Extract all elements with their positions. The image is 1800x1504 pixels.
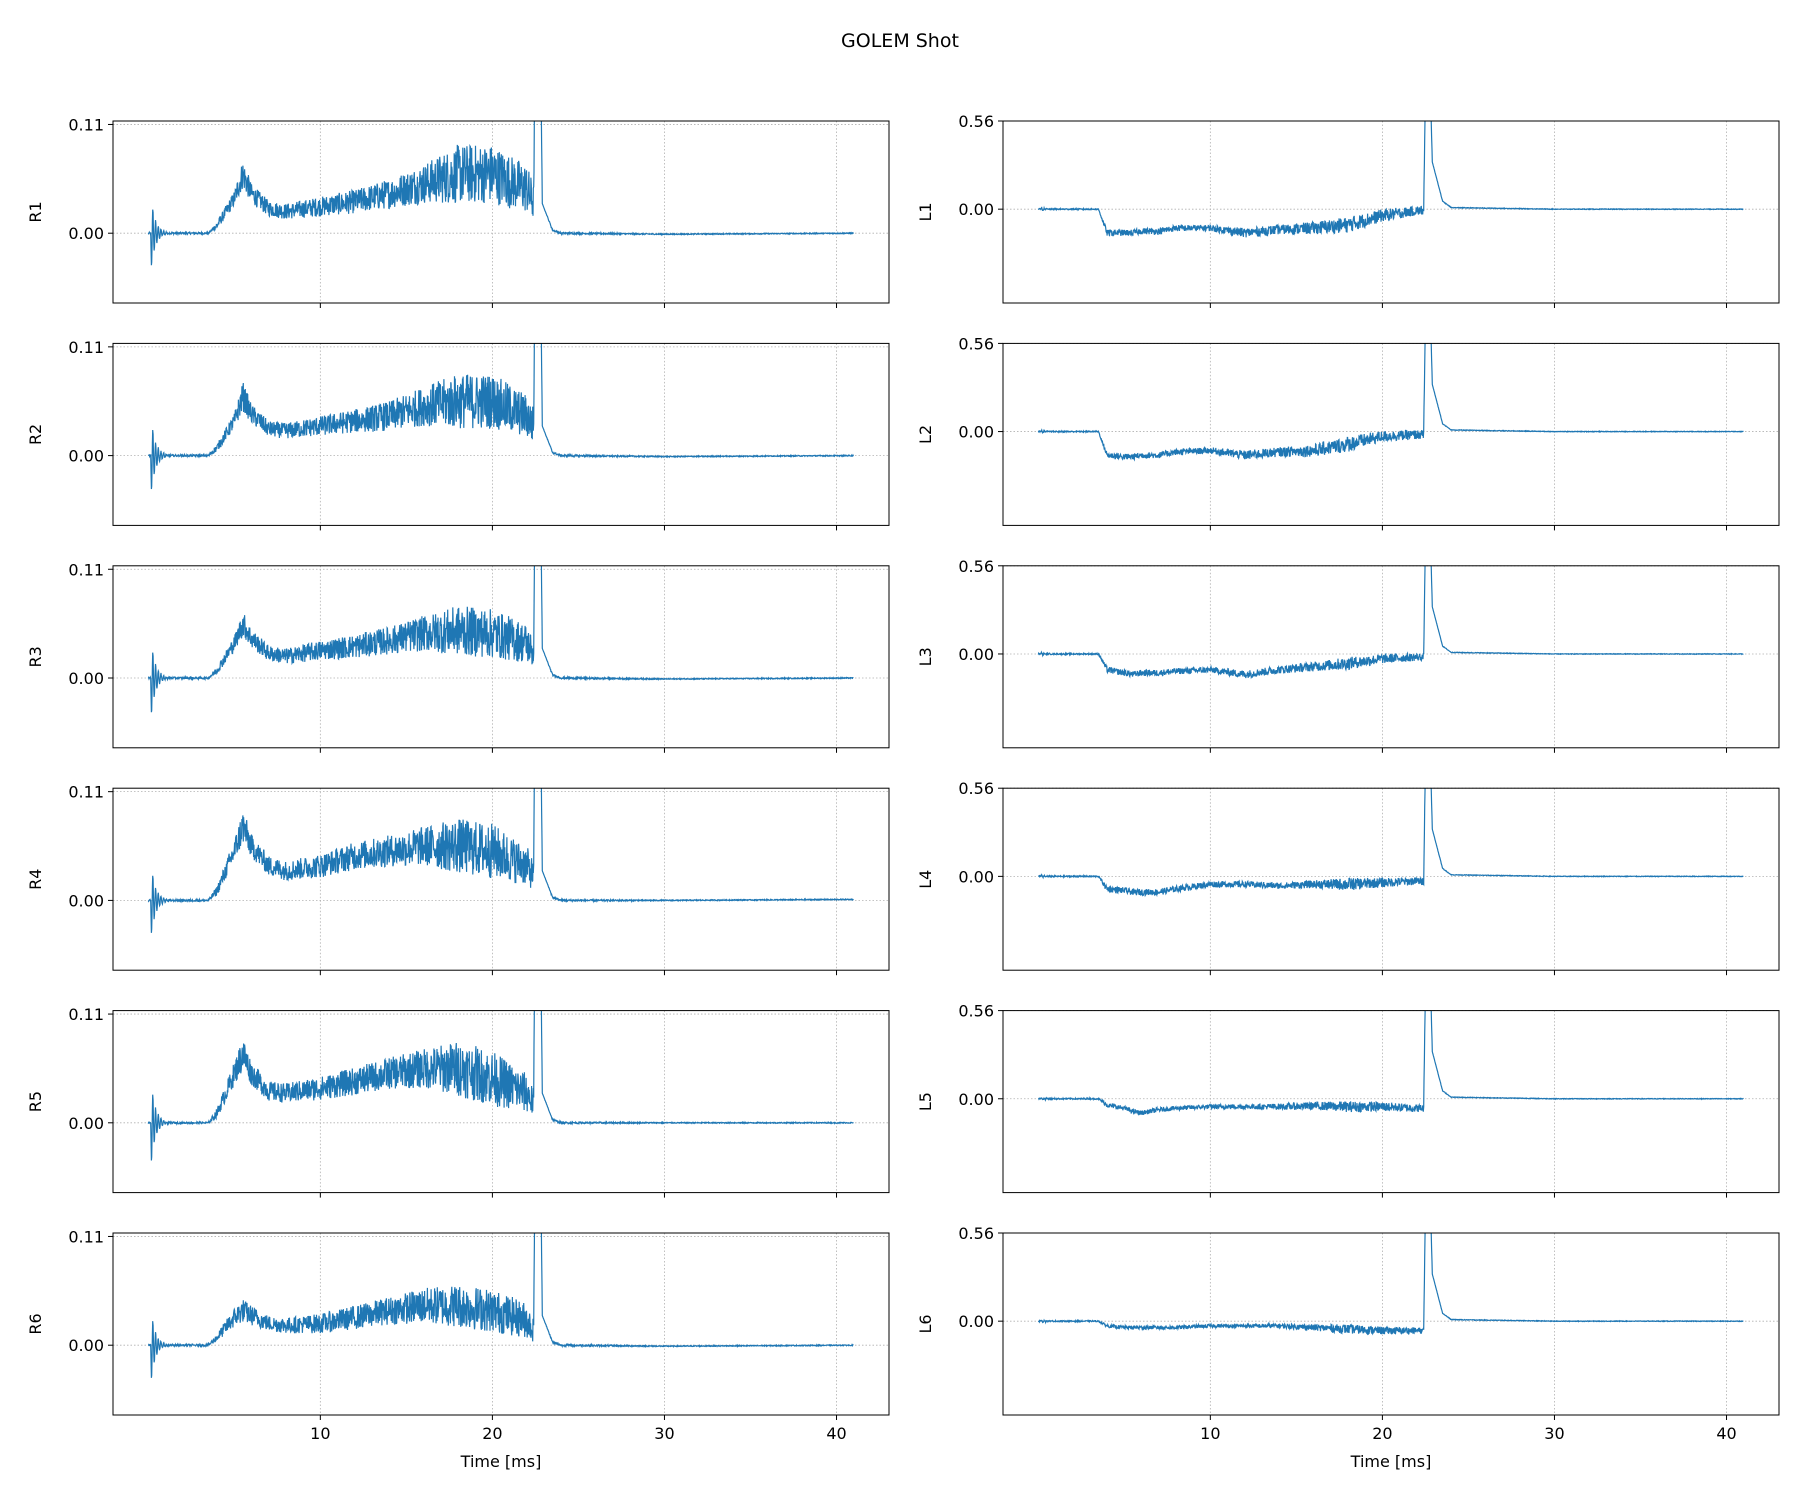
axes-frame: [1002, 342, 1780, 526]
y-tick-label: 0.00: [958, 1312, 994, 1331]
subplot-r2: 0.00 0.11 R2: [26, 338, 890, 531]
axes-frame: [112, 120, 890, 304]
y-tick-label: 0.00: [958, 1090, 994, 1109]
signal-line-r6: [148, 1233, 854, 1378]
x-tick-label: 40: [826, 1424, 846, 1443]
y-tick-label: 0.56: [958, 112, 994, 131]
signal-line-l5: [1038, 1010, 1744, 1116]
y-tick-label: 0.11: [68, 783, 104, 802]
axes-frame: [112, 1010, 890, 1194]
signal-line-l1: [1037, 121, 1744, 238]
y-tick-label: 0.11: [68, 560, 104, 579]
y-tick-label: 0.00: [68, 891, 104, 910]
figure-title: GOLEM Shot: [841, 30, 959, 52]
axes-frame: [112, 565, 890, 749]
signal-line-r5: [147, 1010, 854, 1161]
y-tick-label: 0.00: [68, 669, 104, 688]
y-tick-label: 0.00: [68, 447, 104, 466]
signal-line-r3: [147, 565, 854, 713]
y-axis-label: L6: [916, 1314, 935, 1333]
x-axis-label: Time [ms]: [460, 1452, 542, 1471]
x-axis-label: Time [ms]: [1350, 1452, 1432, 1471]
y-axis-label: L4: [916, 870, 935, 889]
subplot-l1: 0.00 0.56 L1: [916, 112, 1780, 308]
x-tick-label: 40: [1716, 1424, 1736, 1443]
y-axis-label: L2: [916, 425, 935, 444]
y-axis-label: L1: [916, 202, 935, 221]
axes-frame: [1002, 120, 1780, 304]
y-axis-label: R4: [26, 869, 45, 890]
y-axis-label: L5: [916, 1092, 935, 1111]
y-tick-label: 0.56: [958, 334, 994, 353]
signal-line-r1: [147, 121, 854, 266]
y-tick-label: 0.00: [958, 423, 994, 442]
subplot-l2: 0.00 0.56 L2: [916, 334, 1780, 531]
axes-frame: [112, 342, 890, 526]
signal-line-r2: [147, 343, 854, 490]
y-tick-label: 0.56: [958, 1002, 994, 1021]
y-tick-label: 0.11: [68, 115, 104, 134]
signal-line-l3: [1037, 565, 1744, 680]
y-axis-label: R6: [26, 1313, 45, 1334]
subplot-r1: 0.00 0.11 R1: [26, 115, 890, 308]
y-tick-label: 0.00: [958, 645, 994, 664]
axes-frame: [1002, 787, 1780, 971]
y-tick-label: 0.11: [68, 1005, 104, 1024]
y-axis-label: R1: [26, 201, 45, 222]
axes-frame: [1002, 565, 1780, 749]
y-tick-label: 0.00: [958, 867, 994, 886]
axes-frame: [112, 1232, 890, 1416]
x-tick-label: 30: [1544, 1424, 1564, 1443]
signal-line-l4: [1037, 788, 1744, 898]
axes-frame: [112, 787, 890, 971]
x-tick-label: 20: [1372, 1424, 1392, 1443]
axes-frame: [1002, 1232, 1780, 1416]
subplot-r5: 0.00 0.11 R5: [26, 1005, 890, 1198]
subplot-r4: 0.00 0.11 R4: [26, 783, 890, 976]
subplot-r3: 0.00 0.11 R3: [26, 560, 890, 753]
subplot-l4: 0.00 0.56 L4: [916, 779, 1780, 976]
signal-line-r4: [147, 788, 854, 933]
signal-line-l6: [1037, 1233, 1744, 1336]
y-tick-label: 0.56: [958, 779, 994, 798]
y-tick-label: 0.00: [958, 200, 994, 219]
y-tick-label: 0.00: [68, 1114, 104, 1133]
y-axis-label: R2: [26, 424, 45, 445]
axes-frame: [1002, 1010, 1780, 1194]
x-tick-label: 10: [1200, 1424, 1220, 1443]
signal-line-l2: [1037, 343, 1744, 462]
subplot-l3: 0.00 0.56 L3: [916, 557, 1780, 753]
subplot-r6: 10 20 30 40 0.00 0.11 R6 Time [ms]: [26, 1227, 890, 1471]
y-tick-label: 0.00: [68, 224, 104, 243]
y-tick-label: 0.56: [958, 557, 994, 576]
y-tick-label: 0.00: [68, 1336, 104, 1355]
x-tick-label: 10: [310, 1424, 330, 1443]
y-axis-label: R5: [26, 1091, 45, 1112]
y-axis-label: L3: [916, 647, 935, 666]
subplot-l6: 10 20 30 40 0.00 0.56 L6 Time [ms]: [916, 1224, 1780, 1471]
x-tick-label: 20: [482, 1424, 502, 1443]
subplot-l5: 0.00 0.56 L5: [916, 1002, 1780, 1198]
x-tick-label: 30: [654, 1424, 674, 1443]
y-axis-label: R3: [26, 646, 45, 667]
y-tick-label: 0.11: [68, 338, 104, 357]
y-tick-label: 0.11: [68, 1227, 104, 1246]
y-tick-label: 0.56: [958, 1224, 994, 1243]
